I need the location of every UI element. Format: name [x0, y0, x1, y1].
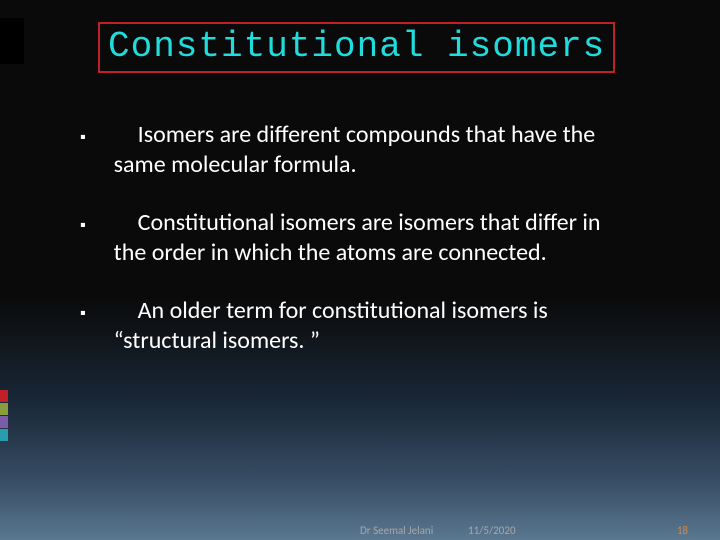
- top-left-accent: [0, 18, 24, 64]
- list-item: ▪ Isomers are different compounds that h…: [80, 120, 620, 180]
- bullet-marker: ▪: [80, 210, 86, 242]
- footer-date: 11/5/2020: [468, 524, 516, 537]
- slide: Constitutional isomers ▪ Isomers are dif…: [0, 0, 720, 540]
- accent-block: [0, 390, 8, 402]
- title-box: Constitutional isomers: [98, 22, 615, 73]
- accent-block: [0, 429, 8, 441]
- list-item: ▪ Constitutional isomers are isomers tha…: [80, 208, 620, 268]
- side-accent-strip: [0, 390, 8, 442]
- bullet-text: Isomers are different compounds that hav…: [114, 120, 620, 180]
- bullet-text: An older term for constitutional isomers…: [114, 296, 620, 356]
- slide-title: Constitutional isomers: [108, 26, 605, 67]
- bullet-list: ▪ Isomers are different compounds that h…: [80, 120, 620, 384]
- bullet-marker: ▪: [80, 298, 86, 330]
- footer-page-number: 18: [677, 524, 688, 537]
- bullet-marker: ▪: [80, 122, 86, 154]
- footer-author: Dr Seemal Jelani: [360, 524, 433, 537]
- accent-block: [0, 416, 8, 428]
- accent-block: [0, 403, 8, 415]
- bullet-text: Constitutional isomers are isomers that …: [114, 208, 620, 268]
- list-item: ▪ An older term for constitutional isome…: [80, 296, 620, 356]
